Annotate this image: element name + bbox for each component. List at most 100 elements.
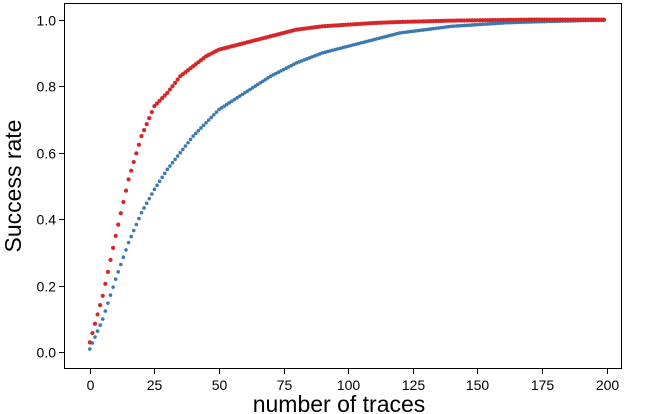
data-point — [452, 24, 456, 28]
data-point — [263, 77, 268, 82]
data-point — [485, 22, 490, 26]
data-point — [465, 23, 469, 28]
data-point — [245, 89, 250, 93]
x-tick-label: 25 — [147, 377, 163, 393]
data-point — [243, 91, 247, 95]
data-point — [93, 335, 97, 339]
data-point — [98, 323, 102, 327]
x-tick-label: 200 — [596, 377, 620, 393]
data-point — [116, 270, 121, 274]
data-point — [193, 131, 198, 136]
plot-frame — [64, 3, 622, 369]
series-layer — [87, 17, 607, 351]
x-tick-label: 75 — [277, 377, 293, 393]
data-point — [134, 222, 139, 227]
data-point — [155, 183, 159, 188]
data-point — [178, 150, 183, 155]
data-point — [449, 24, 454, 29]
data-point — [90, 330, 95, 336]
y-tick-label: 0.4 — [37, 212, 57, 228]
data-point — [123, 188, 129, 193]
data-point — [119, 262, 123, 267]
data-point — [506, 20, 511, 25]
data-point — [173, 157, 177, 162]
data-point — [253, 84, 257, 88]
data-point — [95, 312, 100, 317]
data-point — [475, 22, 480, 27]
data-point — [131, 159, 136, 165]
data-point — [157, 179, 162, 184]
data-point — [214, 110, 219, 114]
data-point — [175, 154, 180, 158]
data-point — [175, 77, 180, 82]
x-tick-label: 175 — [531, 377, 555, 393]
data-point — [206, 118, 211, 122]
data-point — [209, 115, 214, 120]
data-point — [113, 277, 118, 281]
data-point — [183, 144, 188, 148]
data-point — [147, 196, 152, 201]
data-point — [230, 99, 234, 103]
data-point — [258, 81, 263, 85]
data-point — [95, 329, 100, 333]
data-point — [106, 301, 110, 305]
y-tick-label: 0.8 — [37, 79, 57, 95]
data-point — [139, 210, 144, 215]
data-point — [232, 97, 237, 102]
y-tick-label: 1.0 — [37, 13, 57, 29]
data-point — [470, 23, 474, 27]
data-point — [129, 168, 134, 173]
data-point — [134, 151, 139, 156]
data-point — [250, 86, 255, 90]
data-point — [157, 98, 162, 103]
data-point — [87, 340, 92, 345]
data-point — [126, 177, 131, 182]
data-point — [493, 21, 498, 26]
data-point — [191, 134, 195, 138]
data-point — [478, 22, 482, 27]
data-point — [467, 23, 472, 27]
y-axis-ticks: 0.0 0.2 0.4 0.6 0.8 1.0 — [37, 13, 64, 361]
x-tick-label: 0 — [87, 377, 95, 393]
data-point — [462, 23, 467, 28]
data-point — [113, 233, 118, 239]
x-axis-label: number of traces — [253, 391, 426, 414]
data-point — [165, 90, 170, 95]
data-point — [103, 309, 108, 313]
data-point — [199, 126, 203, 130]
data-point — [162, 93, 167, 98]
data-point — [150, 192, 154, 196]
data-point — [141, 128, 147, 133]
data-point — [460, 23, 464, 28]
data-point — [160, 96, 165, 101]
plot-area — [64, 3, 622, 369]
y-tick-label: 0.0 — [37, 345, 57, 361]
data-point — [100, 293, 105, 298]
data-point — [457, 23, 462, 28]
data-point — [147, 116, 152, 121]
data-point — [154, 101, 160, 106]
data-point — [224, 102, 229, 107]
data-point — [601, 17, 607, 22]
data-point — [235, 96, 239, 100]
data-point — [98, 303, 103, 308]
data-point — [116, 222, 121, 227]
data-point — [118, 211, 123, 216]
data-point — [480, 22, 485, 27]
data-point — [188, 137, 193, 142]
data-point — [266, 76, 270, 80]
data-point — [454, 24, 459, 28]
data-point — [137, 216, 141, 221]
data-point — [501, 21, 505, 25]
data-point — [121, 255, 126, 259]
x-tick-label: 125 — [402, 377, 426, 393]
data-point — [126, 240, 131, 245]
y-tick-label: 0.6 — [37, 146, 57, 162]
data-point — [491, 21, 495, 26]
data-point — [170, 84, 175, 89]
data-point — [201, 123, 206, 128]
data-point — [248, 87, 252, 92]
data-point — [498, 21, 503, 25]
data-point — [108, 257, 113, 262]
data-point — [100, 317, 105, 321]
